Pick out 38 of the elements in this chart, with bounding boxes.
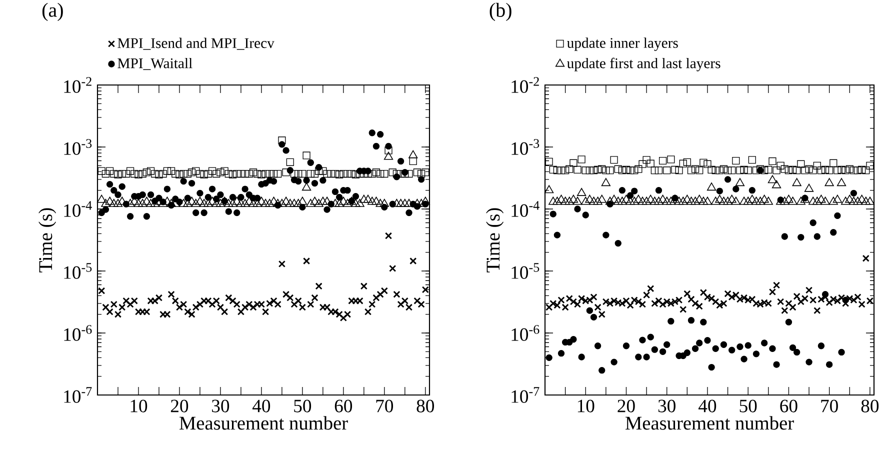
y-tick-label: 10$^{-3}$ <box>512 139 540 155</box>
x-tick-label: 40 <box>252 400 270 412</box>
x-axis-title: Measurement number <box>626 416 794 430</box>
chart-title: (b) <box>490 2 512 21</box>
y-tick-label: 10$^{-7}$ <box>64 387 92 403</box>
y-tick-label: 10$^{-5}$ <box>64 263 92 279</box>
y-axis-title: Time (s) <box>486 208 504 272</box>
chart-title: (a) <box>42 2 63 21</box>
y-tick-label: 10$^{-6}$ <box>512 325 540 341</box>
legend-label: MPI_Waitall <box>118 58 192 70</box>
x-tick-label: 30 <box>658 400 676 412</box>
x-tick-label: 30 <box>212 400 230 412</box>
x-tick-label: 50 <box>740 400 757 412</box>
legend-label: update inner layers <box>567 38 678 51</box>
x-tick-label: 80 <box>861 400 879 412</box>
x-tick-label: 70 <box>376 400 394 412</box>
y-tick-label: 10$^{-7}$ <box>512 387 540 403</box>
y-tick-label: 10$^{-5}$ <box>512 263 540 279</box>
x-tick-label: 20 <box>170 400 188 412</box>
y-tick-label: 10$^{-2}$ <box>64 77 92 93</box>
x-tick-label: 20 <box>618 400 635 412</box>
x-tick-label: 50 <box>294 400 312 412</box>
x-tick-label: 60 <box>334 400 352 412</box>
legend-label: MPI_Isend and MPI_Irecv <box>118 38 274 50</box>
y-tick-label: 10$^{-3}$ <box>64 139 92 155</box>
x-tick-label: 10 <box>130 400 148 412</box>
x-tick-label: 70 <box>821 400 838 412</box>
y-tick-label: 10$^{-6}$ <box>64 325 92 341</box>
legend-label: update first and last layers <box>567 58 720 72</box>
x-tick-label: 80 <box>416 400 434 412</box>
y-tick-label: 10$^{-4}$ <box>64 201 92 217</box>
x-axis-title: Measurement number <box>180 416 348 430</box>
y-tick-label: 10$^{-4}$ <box>512 201 540 217</box>
x-tick-label: 40 <box>698 400 716 412</box>
y-tick-label: 10$^{-2}$ <box>512 77 539 93</box>
y-axis-title: Time (s) <box>38 208 56 272</box>
x-tick-label: 60 <box>780 400 798 412</box>
x-tick-label: 10 <box>578 400 594 412</box>
